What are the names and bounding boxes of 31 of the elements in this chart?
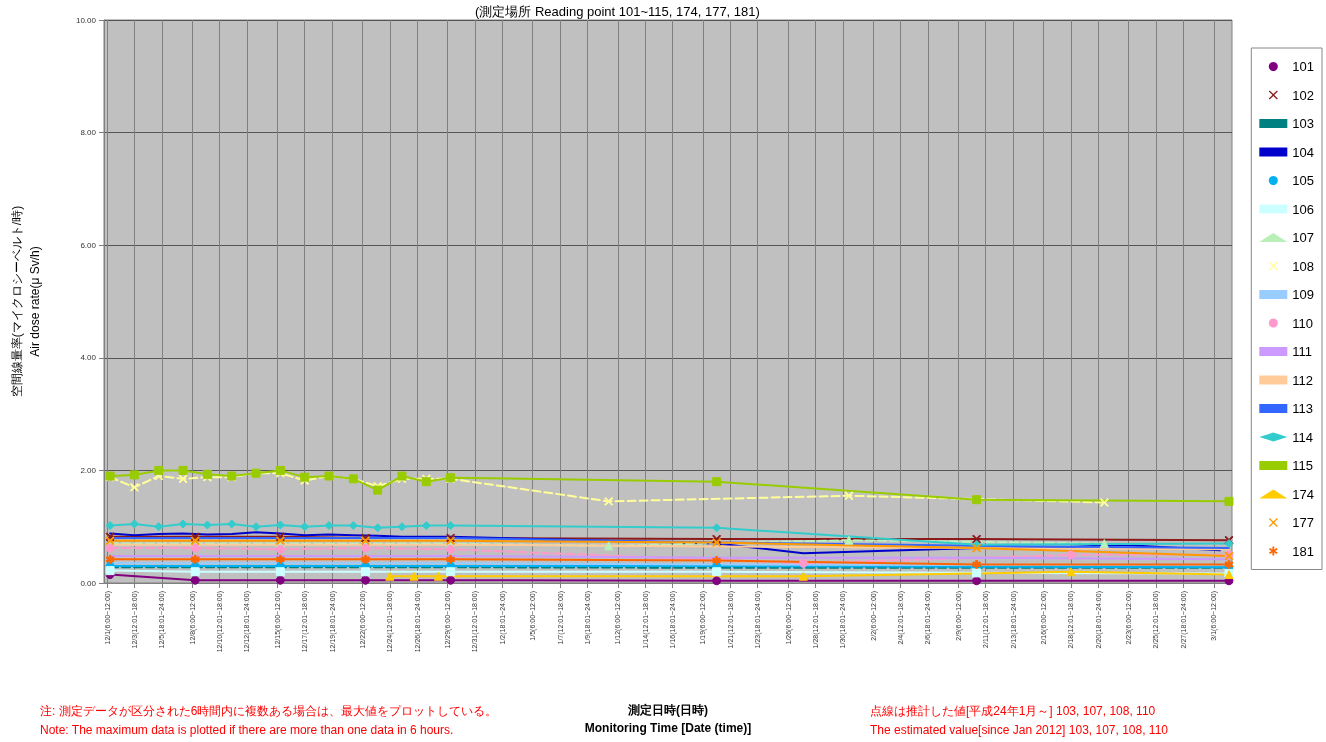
legend-label: 110 xyxy=(1292,315,1314,331)
x-axis-title: 測定日時(日時) Monitoring Time [Date (time)] xyxy=(584,703,752,735)
legend-label: 177 xyxy=(1292,515,1315,530)
legend-label: 113 xyxy=(1292,401,1314,416)
y-tick-label: 10.00 xyxy=(75,15,97,25)
legend-label: 106 xyxy=(1292,201,1315,217)
legend-label: 109 xyxy=(1292,287,1315,302)
y-axis-title: 空間線量率(マイクロシーベルト/時) Air dose rate(μ Sv/h) xyxy=(10,205,42,398)
y-tick-label: 2.00 xyxy=(80,465,97,475)
text: Note: The maximum data is plotted if there are more than one data in 6 hours. xyxy=(40,723,454,737)
legend-label: 101 xyxy=(1292,59,1315,74)
legend-label: 105 xyxy=(1292,173,1315,188)
text: The estimated value[since Jan 2012] 103, 107, 108, 110 xyxy=(870,723,1169,737)
legend-label: 111 xyxy=(1292,344,1313,359)
y-tick-label: 4.00 xyxy=(80,353,97,363)
legend-label: 112 xyxy=(1292,372,1314,388)
legend-label: 115 xyxy=(1292,458,1314,473)
legend-label: 102 xyxy=(1292,87,1315,103)
legend-label: 174 xyxy=(1292,486,1315,502)
legend-label: 107 xyxy=(1292,230,1315,245)
legend-label: 181 xyxy=(1292,543,1315,559)
legend-label: 108 xyxy=(1292,258,1315,274)
text: 点線は推計した値[平成24年1月～] 103, 107, 108, 110 xyxy=(870,704,1156,718)
text: 注: 測定データが区分された6時間内に複数ある場合は、最大値をプロットしている。 xyxy=(40,704,498,718)
chart-title: (測定場所 Reading point 101~115, 174, 177, 181) xyxy=(475,4,760,19)
y-tick-label: 0.00 xyxy=(80,578,97,588)
legend-label: 103 xyxy=(1292,116,1315,131)
y-tick-label: 8.00 xyxy=(80,128,97,138)
legend-label: 104 xyxy=(1292,144,1315,160)
legend-label: 114 xyxy=(1292,429,1314,445)
y-tick-label: 6.00 xyxy=(80,240,97,250)
